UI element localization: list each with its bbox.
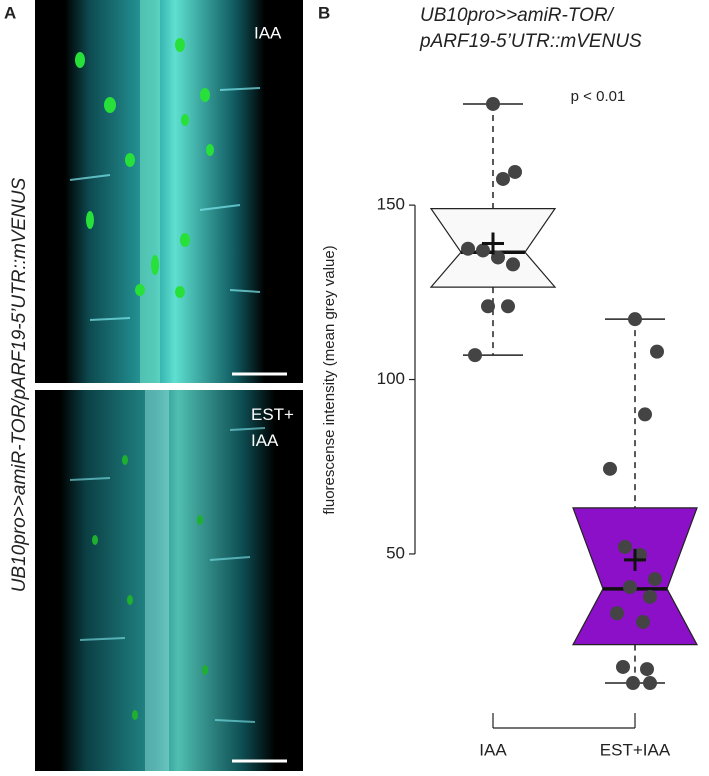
data-point <box>508 164 522 179</box>
chart-title: pARF19-5’UTR::mVENUS <box>419 31 642 52</box>
data-point <box>643 676 657 691</box>
data-point <box>618 539 632 554</box>
box <box>571 507 699 646</box>
panel-a-y-label: UB10pro>>amiR-TOR/pARF19-5’UTR::mVENUS <box>9 177 30 592</box>
data-point <box>638 407 652 422</box>
micrograph-top <box>35 0 303 383</box>
data-point <box>650 344 664 359</box>
micrograph-bottom <box>35 390 303 771</box>
data-point <box>626 676 640 691</box>
image-label-line: EST+ <box>251 405 294 424</box>
data-point <box>506 257 520 272</box>
y-tick-label: 50 <box>386 543 405 562</box>
chart-title: UB10pro>>amiR-TOR/ <box>420 5 615 26</box>
data-point <box>496 171 510 186</box>
data-point <box>461 241 475 256</box>
data-point <box>481 299 495 314</box>
panel-label: B <box>318 3 330 22</box>
x-tick-label: EST+IAA <box>600 740 671 759</box>
data-point <box>636 614 650 629</box>
image-label: IAA <box>254 23 282 42</box>
image-label: EST+ IAA <box>251 405 299 450</box>
annotation: p < 0.01 <box>571 88 626 105</box>
data-point <box>628 312 642 327</box>
data-point <box>501 299 515 314</box>
y-tick-label: 100 <box>377 369 405 388</box>
mean-marker <box>624 548 646 571</box>
data-point <box>616 659 630 674</box>
data-point <box>468 348 482 363</box>
data-point <box>640 662 654 677</box>
data-point <box>603 461 617 476</box>
data-point <box>610 606 624 621</box>
mean-marker <box>482 232 504 255</box>
image-label-line: IAA <box>251 431 279 450</box>
y-axis-label: fluorescense intensity (mean grey value) <box>321 245 338 514</box>
data-point <box>486 96 500 111</box>
y-tick-label: 150 <box>377 195 405 214</box>
data-point <box>648 572 662 587</box>
data-point <box>643 589 657 604</box>
x-tick-label: IAA <box>479 740 507 759</box>
data-point <box>623 580 637 595</box>
data-point <box>476 243 490 258</box>
panel-label: A <box>4 3 16 22</box>
